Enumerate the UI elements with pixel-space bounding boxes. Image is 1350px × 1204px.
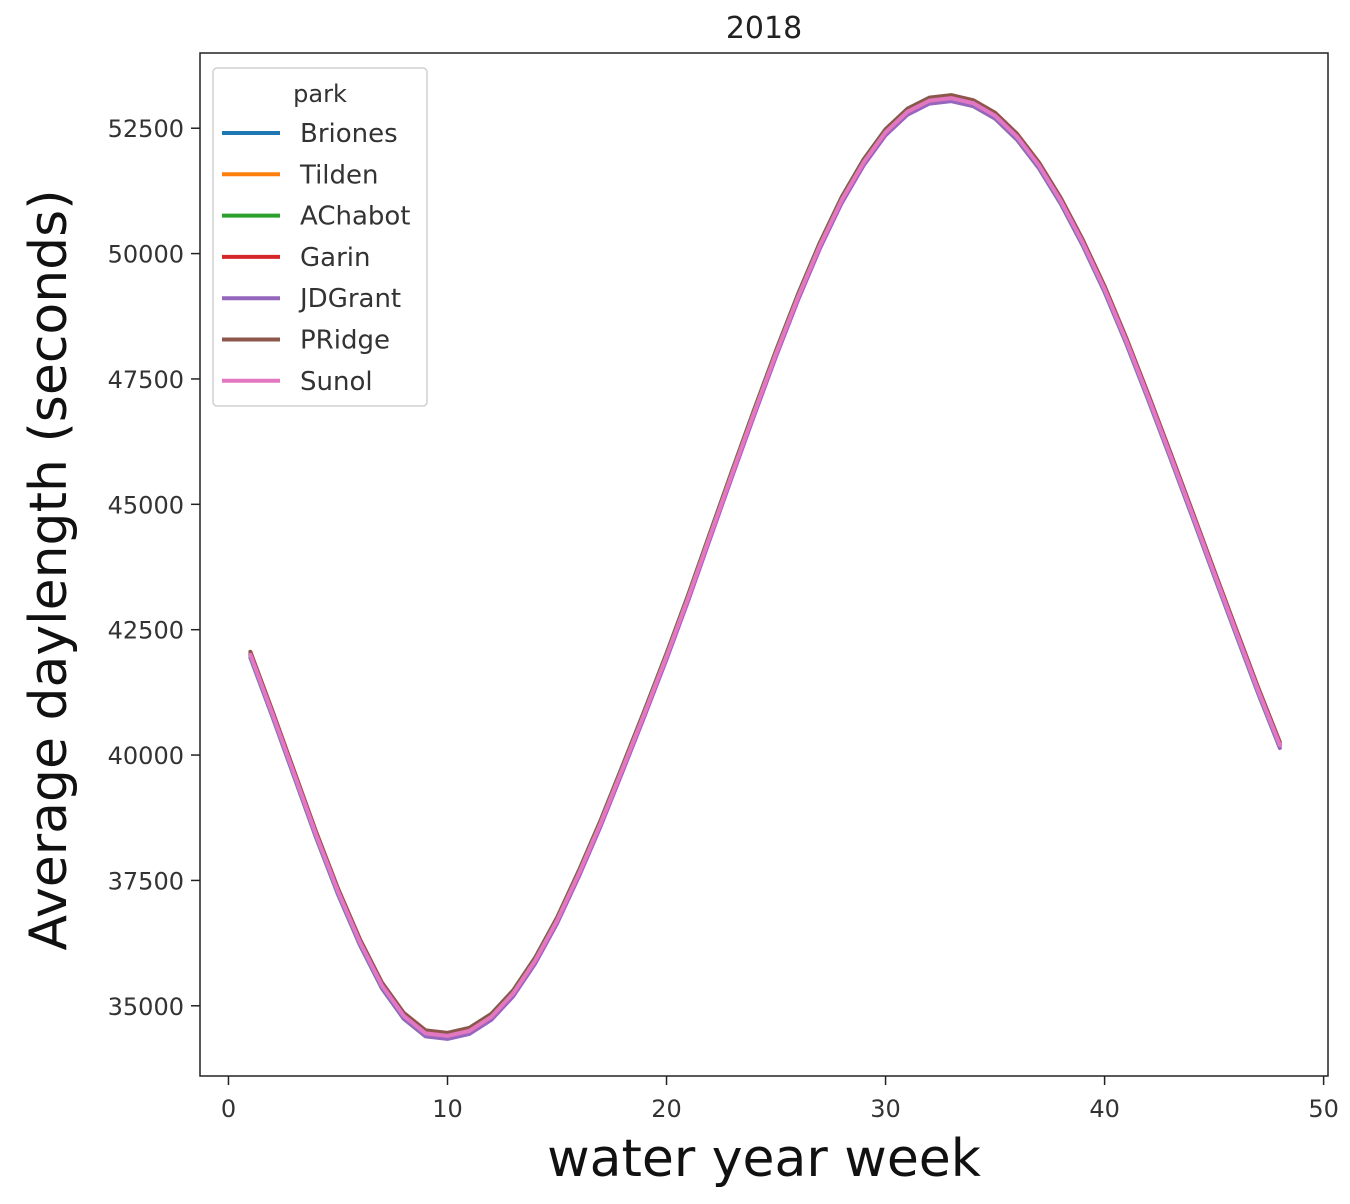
chart-title: 2018 xyxy=(726,11,802,46)
plot-frame xyxy=(199,52,1329,1077)
legend-label-briones: Briones xyxy=(300,119,398,149)
legend-label-sunol: Sunol xyxy=(300,367,373,397)
legend-label-garin: Garin xyxy=(300,243,370,273)
plot-area xyxy=(199,52,1329,1077)
legend-items: Briones Tilden AChabot Garin JDGrant PRidge Su… xyxy=(222,119,411,397)
legend-label-tilden: Tilden xyxy=(299,160,379,190)
y-tick-label: 35000 xyxy=(108,993,184,1021)
y-tick-label: 45000 xyxy=(108,491,184,519)
legend-label-jdgrant: JDGrant xyxy=(298,284,401,314)
y-axis: 35000 37500 40000 42500 45000 47500 50000 52500 xyxy=(108,115,200,1021)
legend: park Briones Tilden AChabot Garin JDGrant PRi… xyxy=(212,67,428,407)
y-tick-label: 42500 xyxy=(108,617,184,645)
x-tick-label: 0 xyxy=(221,1095,236,1123)
y-tick-label: 52500 xyxy=(108,115,184,143)
series-line-sunol xyxy=(248,96,1282,1038)
x-tick-label: 50 xyxy=(1308,1095,1339,1123)
x-tick-label: 10 xyxy=(432,1095,463,1123)
x-tick-label: 20 xyxy=(651,1095,682,1123)
series-layer xyxy=(248,93,1282,1041)
legend-title: park xyxy=(293,80,347,108)
y-tick-label: 40000 xyxy=(108,742,184,770)
x-axis: 0 10 20 30 40 50 xyxy=(221,1076,1339,1123)
x-tick-label: 30 xyxy=(870,1095,901,1123)
y-tick-label: 50000 xyxy=(108,241,184,269)
y-tick-label: 47500 xyxy=(108,366,184,394)
x-tick-label: 40 xyxy=(1089,1095,1120,1123)
y-tick-label: 37500 xyxy=(108,867,184,895)
y-axis-label: Average daylength (seconds) xyxy=(19,189,79,950)
legend-box xyxy=(212,67,428,407)
legend-label-pridge: PRidge xyxy=(300,326,390,356)
x-axis-label: water year week xyxy=(547,1129,981,1189)
legend-label-achabot: AChabot xyxy=(300,202,411,232)
